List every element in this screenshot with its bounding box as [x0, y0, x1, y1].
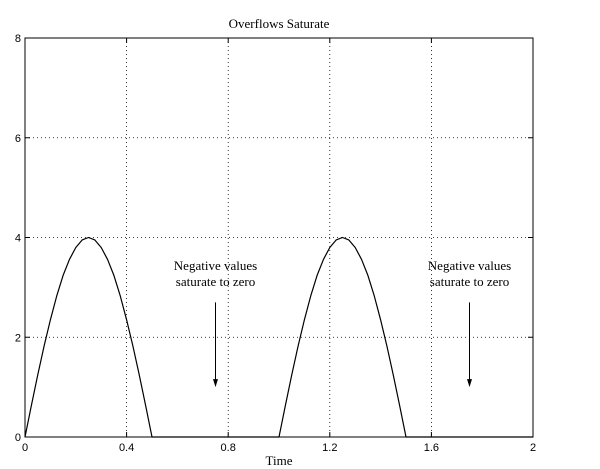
y-tick-label: 4 [15, 233, 21, 245]
annotation-arrowhead [467, 379, 472, 388]
grid-lines [25, 38, 533, 437]
y-tick-label: 8 [15, 33, 21, 45]
x-tick-label: 2 [530, 442, 536, 454]
x-tick-label: 0.4 [119, 442, 134, 454]
y-tick-label: 2 [15, 332, 21, 344]
annotation-text: Negative values [428, 258, 511, 273]
annotation-text: saturate to zero [176, 274, 255, 289]
x-tick-label: 0.8 [221, 442, 236, 454]
y-tick-label: 0 [15, 432, 21, 444]
x-tick-label: 0 [22, 442, 28, 454]
chart-title: Overflows Saturate [229, 16, 330, 31]
ticks-layer: 0 0.4 0.8 1.2 1.6 2 0 2 4 6 8 [15, 33, 536, 454]
annotation-arrowhead [213, 379, 218, 388]
annotation-text: saturate to zero [430, 274, 509, 289]
x-tick-label: 1.2 [322, 442, 337, 454]
x-tick-label: 1.6 [424, 442, 439, 454]
y-tick-label: 6 [15, 133, 21, 145]
annotation-text: Negative values [174, 258, 257, 273]
x-axis-label: Time [266, 453, 293, 468]
